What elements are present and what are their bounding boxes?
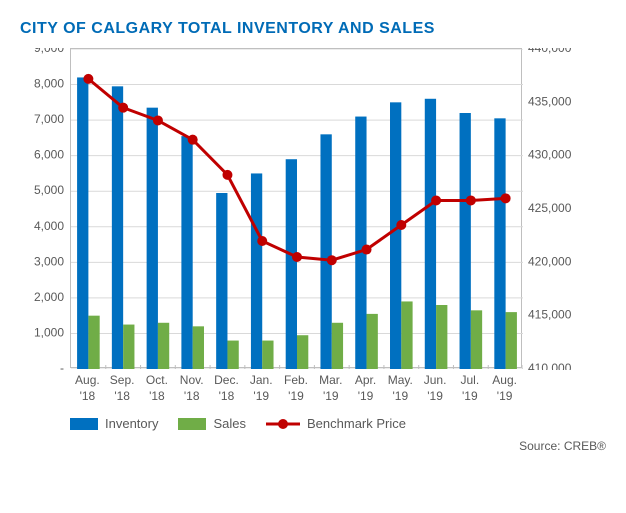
legend-swatch-benchmark	[266, 417, 300, 431]
svg-text:Aug.: Aug.	[492, 373, 517, 387]
legend-label-sales: Sales	[213, 416, 246, 431]
plot-svg	[71, 49, 523, 369]
svg-text:Dec.: Dec.	[214, 373, 239, 387]
svg-text:Feb.: Feb.	[284, 373, 308, 387]
svg-text:Oct.: Oct.	[146, 373, 168, 387]
svg-text:8,000: 8,000	[34, 77, 64, 91]
svg-text:'19: '19	[427, 389, 443, 403]
svg-text:Aug.: Aug.	[75, 373, 100, 387]
svg-text:4,000: 4,000	[34, 219, 64, 233]
svg-text:'18: '18	[184, 389, 200, 403]
svg-text:'19: '19	[497, 389, 513, 403]
svg-text:Jan.: Jan.	[250, 373, 273, 387]
svg-text:430,000: 430,000	[528, 148, 572, 162]
svg-text:'19: '19	[358, 389, 374, 403]
svg-text:410,000: 410,000	[528, 361, 572, 370]
svg-text:'19: '19	[288, 389, 304, 403]
x-axis: Aug. '18 Sep. '18 Oct. '18 Nov. '18 Dec. '18 Jan. '…	[20, 370, 584, 414]
legend-swatch-inventory	[70, 418, 98, 430]
svg-text:1,000: 1,000	[34, 325, 64, 339]
plot-area	[70, 48, 522, 368]
svg-text:Sep.: Sep.	[110, 373, 135, 387]
svg-text:'18: '18	[114, 389, 130, 403]
legend-item-sales: Sales	[178, 416, 246, 431]
legend: Inventory Sales Benchmark Price	[70, 416, 606, 431]
svg-text:Apr.: Apr.	[355, 373, 376, 387]
svg-text:Mar.: Mar.	[319, 373, 342, 387]
svg-text:425,000: 425,000	[528, 201, 572, 215]
y-left-axis: - 1,000 2,000 3,000 4,000 5,000 6,000 7,000 8,00…	[20, 48, 70, 370]
svg-text:Jul.: Jul.	[461, 373, 480, 387]
svg-text:435,000: 435,000	[528, 94, 572, 108]
y-right-axis: 410,000 415,000 420,000 425,000 430,000 435,0…	[522, 48, 584, 370]
legend-item-inventory: Inventory	[70, 416, 158, 431]
svg-text:'19: '19	[253, 389, 269, 403]
svg-text:'18: '18	[80, 389, 96, 403]
plot-row: - 1,000 2,000 3,000 4,000 5,000 6,000 7,000 8,00…	[20, 48, 606, 370]
svg-text:3,000: 3,000	[34, 254, 64, 268]
svg-text:'19: '19	[462, 389, 478, 403]
source-text: Source: CREB®	[20, 439, 606, 453]
svg-text:440,000: 440,000	[528, 48, 572, 55]
svg-text:2,000: 2,000	[34, 290, 64, 304]
svg-text:'18: '18	[149, 389, 165, 403]
svg-text:Jun.: Jun.	[424, 373, 447, 387]
svg-text:6,000: 6,000	[34, 148, 64, 162]
svg-text:'19: '19	[392, 389, 408, 403]
svg-text:420,000: 420,000	[528, 254, 572, 268]
legend-item-benchmark: Benchmark Price	[266, 416, 406, 431]
svg-text:9,000: 9,000	[34, 48, 64, 55]
svg-text:7,000: 7,000	[34, 112, 64, 126]
svg-text:Nov.: Nov.	[180, 373, 204, 387]
svg-text:-: -	[60, 361, 64, 370]
chart-container: CITY OF CALGARY TOTAL INVENTORY AND SALE…	[0, 0, 626, 513]
legend-swatch-sales	[178, 418, 206, 430]
chart-title: CITY OF CALGARY TOTAL INVENTORY AND SALE…	[20, 20, 606, 38]
svg-text:5,000: 5,000	[34, 183, 64, 197]
svg-text:415,000: 415,000	[528, 308, 572, 322]
svg-text:'19: '19	[323, 389, 339, 403]
svg-text:'18: '18	[219, 389, 235, 403]
legend-label-inventory: Inventory	[105, 416, 158, 431]
legend-label-benchmark: Benchmark Price	[307, 416, 406, 431]
svg-text:May.: May.	[388, 373, 413, 387]
